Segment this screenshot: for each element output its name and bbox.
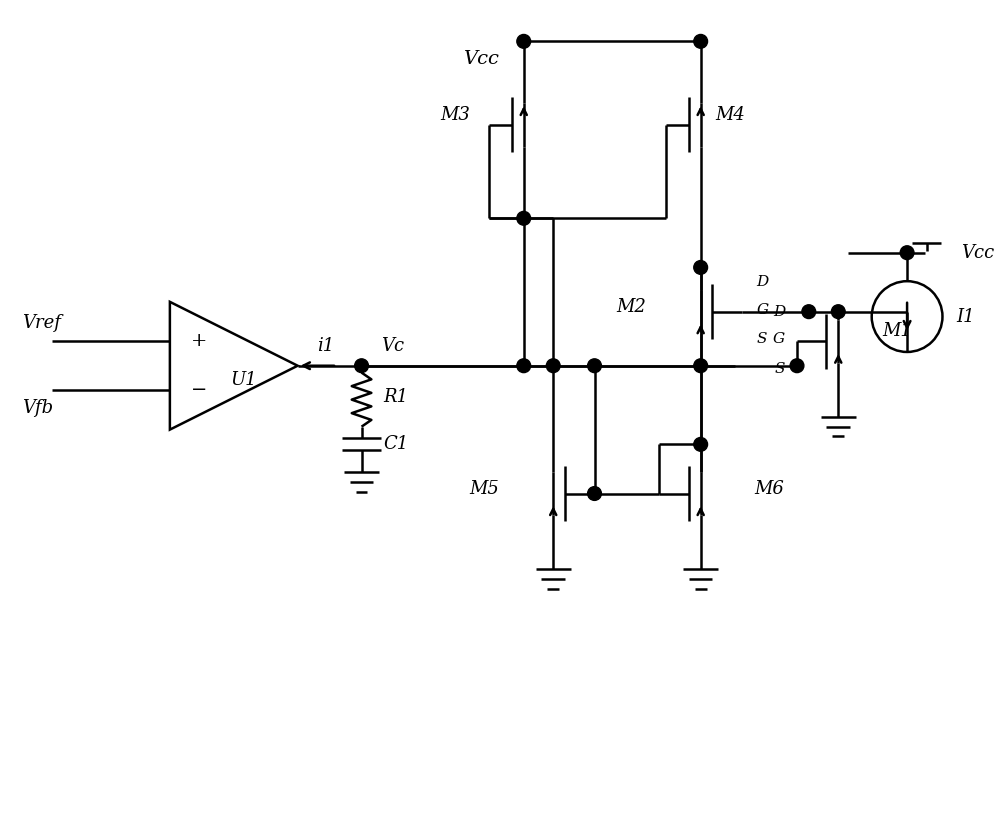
Circle shape bbox=[790, 359, 804, 372]
Text: D: D bbox=[773, 305, 785, 319]
Text: M4: M4 bbox=[715, 106, 745, 124]
Text: M2: M2 bbox=[617, 297, 647, 315]
Text: M6: M6 bbox=[755, 479, 785, 498]
Circle shape bbox=[517, 34, 531, 48]
Text: M5: M5 bbox=[469, 479, 499, 498]
Text: C1: C1 bbox=[383, 435, 408, 453]
Text: M1: M1 bbox=[883, 322, 912, 341]
Circle shape bbox=[694, 359, 708, 372]
Circle shape bbox=[517, 359, 531, 372]
Text: S: S bbox=[757, 333, 767, 346]
Text: Vcc: Vcc bbox=[463, 50, 499, 68]
Circle shape bbox=[588, 487, 601, 500]
Text: Vcc: Vcc bbox=[961, 244, 994, 262]
Text: U1: U1 bbox=[230, 372, 257, 390]
Text: Vref: Vref bbox=[22, 315, 61, 333]
Text: M3: M3 bbox=[440, 106, 470, 124]
Text: Vfb: Vfb bbox=[22, 399, 54, 417]
Text: i1: i1 bbox=[317, 337, 335, 355]
Circle shape bbox=[355, 359, 368, 372]
Text: −: − bbox=[191, 381, 208, 399]
Text: G: G bbox=[773, 333, 785, 346]
Text: D: D bbox=[757, 275, 769, 289]
Circle shape bbox=[517, 211, 531, 225]
Circle shape bbox=[588, 359, 601, 372]
Circle shape bbox=[694, 438, 708, 452]
Circle shape bbox=[802, 305, 816, 319]
Circle shape bbox=[900, 246, 914, 259]
Circle shape bbox=[694, 261, 708, 275]
Circle shape bbox=[694, 34, 708, 48]
Circle shape bbox=[831, 305, 845, 319]
Text: G: G bbox=[757, 302, 769, 317]
Text: +: + bbox=[191, 333, 208, 350]
Circle shape bbox=[546, 359, 560, 372]
Text: Vc: Vc bbox=[381, 337, 404, 355]
Text: R1: R1 bbox=[383, 388, 408, 406]
Text: S: S bbox=[775, 362, 785, 376]
Text: I1: I1 bbox=[956, 307, 975, 325]
